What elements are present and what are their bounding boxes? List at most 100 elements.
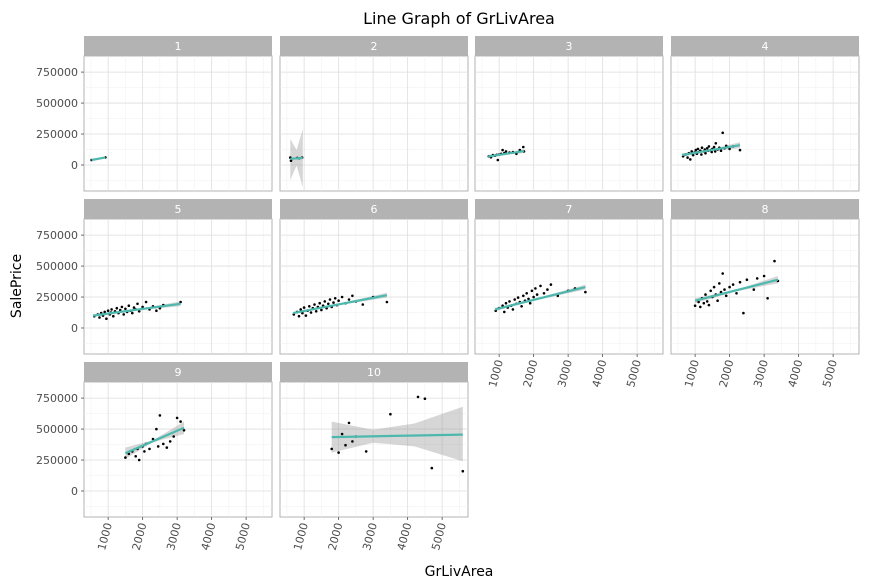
data-point	[328, 298, 332, 301]
data-point	[584, 290, 587, 294]
data-point	[340, 295, 344, 299]
panel-background	[670, 55, 860, 192]
x-tick-label: 3000	[555, 358, 575, 388]
data-point	[134, 455, 137, 458]
data-point	[690, 150, 693, 153]
data-point	[158, 414, 162, 417]
data-point	[546, 288, 549, 291]
data-point	[389, 412, 392, 416]
data-point	[308, 305, 311, 308]
data-point	[694, 148, 698, 152]
y-tick-label: 500000	[36, 423, 78, 436]
facet-panel-1: 1 0 250000 500000 750000	[36, 36, 273, 192]
y-tick-label: 500000	[36, 260, 78, 273]
y-tick-label: 250000	[36, 128, 78, 141]
data-point	[137, 310, 141, 313]
x-tick-label: 2000	[130, 521, 150, 551]
data-point	[511, 308, 515, 311]
panel-background	[670, 218, 860, 355]
data-point	[461, 469, 465, 473]
data-point	[719, 149, 723, 152]
regression-line	[290, 156, 303, 160]
facet-panel-6: 6	[279, 199, 469, 355]
x-tick-label: 2000	[326, 521, 346, 551]
data-point	[738, 148, 742, 152]
data-point	[532, 295, 535, 299]
data-point	[131, 311, 134, 315]
data-point	[148, 447, 151, 451]
data-point	[773, 259, 776, 263]
data-point	[696, 147, 700, 151]
facet-panel-4: 4	[670, 36, 860, 192]
facet-strip	[280, 362, 468, 382]
panel-background	[279, 55, 469, 192]
y-axis-title: SalePrice	[9, 254, 25, 318]
data-point	[534, 287, 537, 290]
data-point	[752, 288, 756, 291]
data-point	[156, 445, 160, 448]
x-tick-label: 3000	[751, 358, 771, 388]
data-point	[501, 148, 504, 152]
y-tick-label: 750000	[36, 392, 78, 405]
facet-strip-label: 1	[175, 40, 182, 53]
data-point	[520, 305, 523, 308]
x-tick-label: 4000	[199, 521, 219, 551]
data-point	[508, 300, 511, 303]
data-point	[182, 429, 186, 432]
facet-strip-label: 10	[367, 366, 381, 379]
data-point	[504, 301, 508, 305]
data-point	[297, 314, 301, 318]
data-point	[332, 301, 335, 304]
facet-strip	[280, 36, 468, 56]
data-point	[155, 427, 158, 431]
facet-strip-label: 5	[175, 203, 182, 216]
regression-line	[487, 150, 525, 158]
y-tick-label: 0	[71, 322, 78, 335]
data-point	[103, 310, 106, 314]
data-point	[718, 282, 721, 285]
data-point	[745, 278, 749, 282]
x-tick-label: 5000	[820, 358, 840, 388]
data-point	[697, 300, 700, 304]
data-point	[731, 283, 735, 286]
data-point	[539, 284, 542, 288]
data-point	[528, 301, 532, 305]
x-tick-label: 4000	[395, 521, 415, 551]
x-tick-label: 1000	[486, 358, 506, 388]
data-point	[330, 447, 334, 451]
data-point	[504, 150, 508, 153]
data-point	[364, 450, 368, 453]
data-point	[122, 313, 125, 316]
data-point	[762, 274, 766, 278]
x-tick-label: 4000	[786, 358, 806, 388]
facet-panel-10: 10 1000 2000 3000 4000 5000	[279, 362, 469, 552]
facet-panel-5: 5 0 250000 500000 750000	[36, 199, 273, 355]
data-point	[124, 456, 127, 459]
data-point	[686, 156, 689, 159]
data-point	[522, 145, 525, 149]
data-point	[721, 272, 724, 275]
data-point	[314, 310, 318, 313]
data-point	[689, 158, 692, 161]
x-tick-label: 1000	[95, 521, 115, 551]
data-point	[542, 292, 546, 295]
data-point	[535, 293, 539, 296]
data-point	[313, 303, 316, 306]
data-point	[416, 395, 420, 399]
facet-strip-label: 7	[566, 203, 573, 216]
data-point	[738, 280, 742, 284]
data-point	[137, 458, 141, 462]
regression-line	[681, 144, 741, 157]
y-tick-label: 250000	[36, 291, 78, 304]
y-tick-label: 250000	[36, 454, 78, 467]
data-point	[144, 300, 148, 304]
data-point	[327, 302, 330, 306]
data-point	[299, 308, 303, 311]
data-point	[710, 150, 713, 154]
y-tick-label: 0	[71, 159, 78, 172]
x-axis-title: GrLivArea	[425, 564, 494, 580]
facet-strip-label: 4	[762, 40, 769, 53]
data-point	[110, 308, 113, 311]
